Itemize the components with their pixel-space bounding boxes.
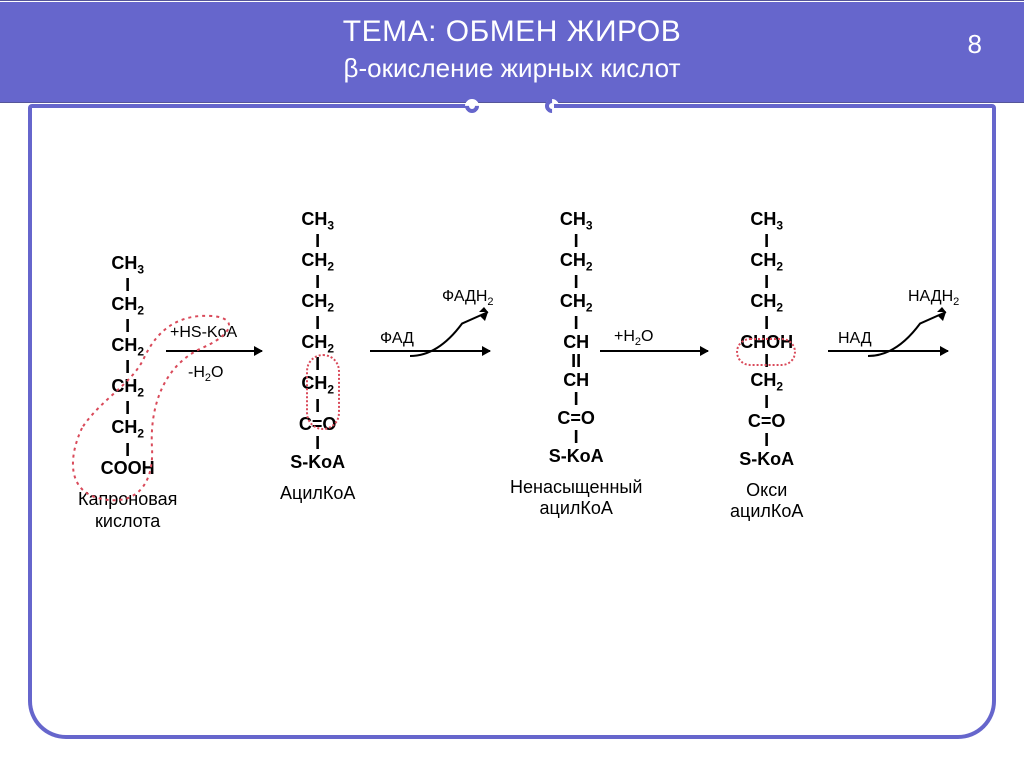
chain-acyl-coa: CH3ICH2ICH2ICH2ICH2IC=OIS-KoA bbox=[290, 210, 345, 472]
page-number: 8 bbox=[968, 29, 982, 60]
highlight-cooh-hskoa bbox=[62, 308, 262, 508]
highlight-acyl-ch2ch2 bbox=[306, 354, 340, 430]
slide-subtitle: β-окисление жирных кислот bbox=[0, 53, 1024, 84]
molecule-oxy-acyl-coa: CH3ICH2ICH2ICHOHICH2IC=OIS-KoAОксиацилКо… bbox=[730, 210, 803, 523]
slide-title: ТЕМА: ОБМЕН ЖИРОВ bbox=[0, 15, 1024, 49]
reagent-fad: ФАД bbox=[380, 330, 414, 348]
reagent-nad: НАД bbox=[838, 330, 872, 348]
product-nadh2: НАДН2 bbox=[908, 288, 959, 308]
chain-unsat-acyl-coa: CH3ICH2ICH2ICHIICHIC=OIS-KoA bbox=[549, 210, 604, 465]
reaction-diagram: CH3ICH2ICH2ICH2ICH2ICOOHКапроноваякислот… bbox=[48, 210, 976, 677]
reagent-h2o-in: +H2O bbox=[614, 328, 653, 348]
label-unsat-acyl-coa: НенасыщенныйацилКоА bbox=[510, 477, 642, 520]
slide-header: ТЕМА: ОБМЕН ЖИРОВ β-окисление жирных кис… bbox=[0, 0, 1024, 103]
curved-arrow-1 bbox=[406, 306, 500, 364]
highlight-choh-circle bbox=[736, 338, 796, 366]
label-oxy-acyl-coa: ОксиацилКоА bbox=[730, 480, 803, 523]
label-acyl-coa: АцилКоА bbox=[280, 483, 355, 505]
reaction-arrow-3 bbox=[600, 350, 708, 352]
curved-arrow-2 bbox=[864, 306, 958, 364]
molecule-unsat-acyl-coa: CH3ICH2ICH2ICHIICHIC=OIS-KoA Ненасыщенный… bbox=[510, 210, 642, 520]
product-fadh2: ФАДН2 bbox=[442, 288, 494, 308]
